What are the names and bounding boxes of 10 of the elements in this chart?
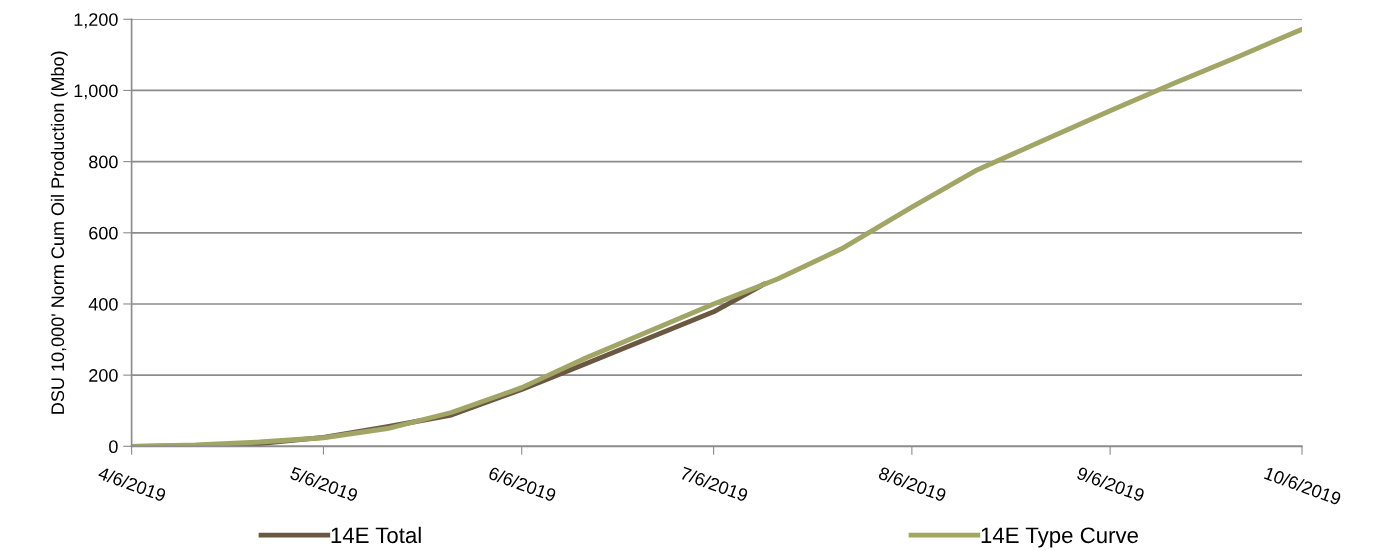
- legend-label: 14E Type Curve: [981, 527, 1138, 548]
- y-tick-label: 0: [109, 440, 118, 454]
- y-tick-label: 1,200: [74, 13, 118, 29]
- y-axis-title: DSU 10,000' Norm Cum Oil Production (Mbo): [50, 51, 68, 414]
- legend-label: 14E Total: [331, 526, 421, 544]
- y-tick-label: 400: [88, 297, 118, 311]
- y-tick-label: 800: [89, 155, 118, 169]
- y-tick-label: 600: [89, 226, 118, 240]
- y-tick-label: 200: [89, 369, 118, 382]
- y-tick-label: 1,000: [74, 84, 118, 100]
